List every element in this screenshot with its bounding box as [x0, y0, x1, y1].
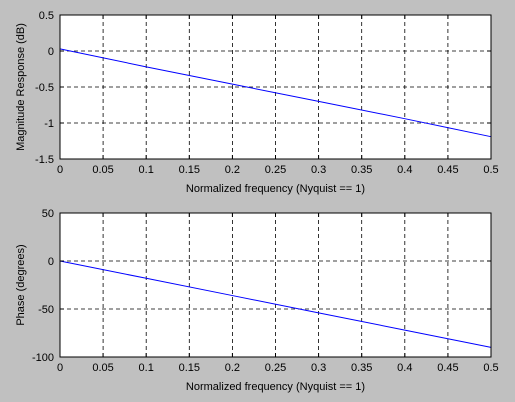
phase-x-tick-label: 0.35: [351, 362, 372, 374]
magnitude-x-tick-label: 0.5: [483, 164, 498, 176]
phase-y-tick-label: -50: [38, 304, 54, 316]
phase-x-tick-label: 0.15: [179, 362, 200, 374]
phase-y-tick-label: -100: [32, 352, 54, 364]
magnitude-x-tick-label: 0.1: [139, 164, 154, 176]
magnitude-y-tick-label: 0: [48, 46, 54, 58]
phase-x-tick-label: 0.2: [225, 362, 240, 374]
phase-x-axis-label: Normalized frequency (Nyquist == 1): [186, 381, 365, 393]
magnitude-x-tick-label: 0.2: [225, 164, 240, 176]
phase-x-tick-label: 0.1: [139, 362, 154, 374]
phase-series-line: [59, 260, 492, 348]
magnitude-plot: 0 0.05 0.1 0.15 0.2 0.25 0.3 0.35 0.4 0.45 0.5 -1.5…: [15, 10, 499, 195]
magnitude-y-axis-label: Magnitude Response (dB): [15, 23, 27, 151]
phase-x-tick-label: 0.5: [483, 362, 498, 374]
magnitude-y-tick-label: -0.5: [35, 82, 54, 94]
phase-x-tick-label: 0.05: [92, 362, 113, 374]
magnitude-x-tick-label: 0.35: [351, 164, 372, 176]
phase-x-tick-label: 0.45: [437, 362, 458, 374]
magnitude-x-tick-label: 0.15: [179, 164, 200, 176]
phase-x-tick-label: 0: [57, 362, 63, 374]
magnitude-x-tick-label: 0.45: [437, 164, 458, 176]
phase-x-tick-label: 0.25: [265, 362, 286, 374]
magnitude-y-tick-label: -1: [44, 118, 54, 130]
magnitude-x-tick-label: 0.05: [92, 164, 113, 176]
magnitude-x-tick-label: 0: [57, 164, 63, 176]
phase-x-tick-label: 0.4: [397, 362, 412, 374]
magnitude-x-tick-label: 0.3: [311, 164, 326, 176]
magnitude-y-tick-label: -1.5: [35, 154, 54, 166]
phase-y-axis-label: Phase (degrees): [15, 244, 27, 325]
phase-y-tick-label: 0: [48, 256, 54, 268]
phase-plot: 0 0.05 0.1 0.15 0.2 0.25 0.3 0.35 0.4 0.45 0.5 -100…: [15, 208, 499, 393]
phase-x-tick-label: 0.3: [311, 362, 326, 374]
magnitude-y-tick-label: 0.5: [39, 10, 54, 22]
magnitude-x-axis-label: Normalized frequency (Nyquist == 1): [186, 183, 365, 195]
magnitude-x-tick-label: 0.4: [397, 164, 412, 176]
magnitude-series-line: [59, 48, 492, 138]
magnitude-x-tick-label: 0.25: [265, 164, 286, 176]
phase-y-tick-label: 50: [42, 208, 54, 220]
